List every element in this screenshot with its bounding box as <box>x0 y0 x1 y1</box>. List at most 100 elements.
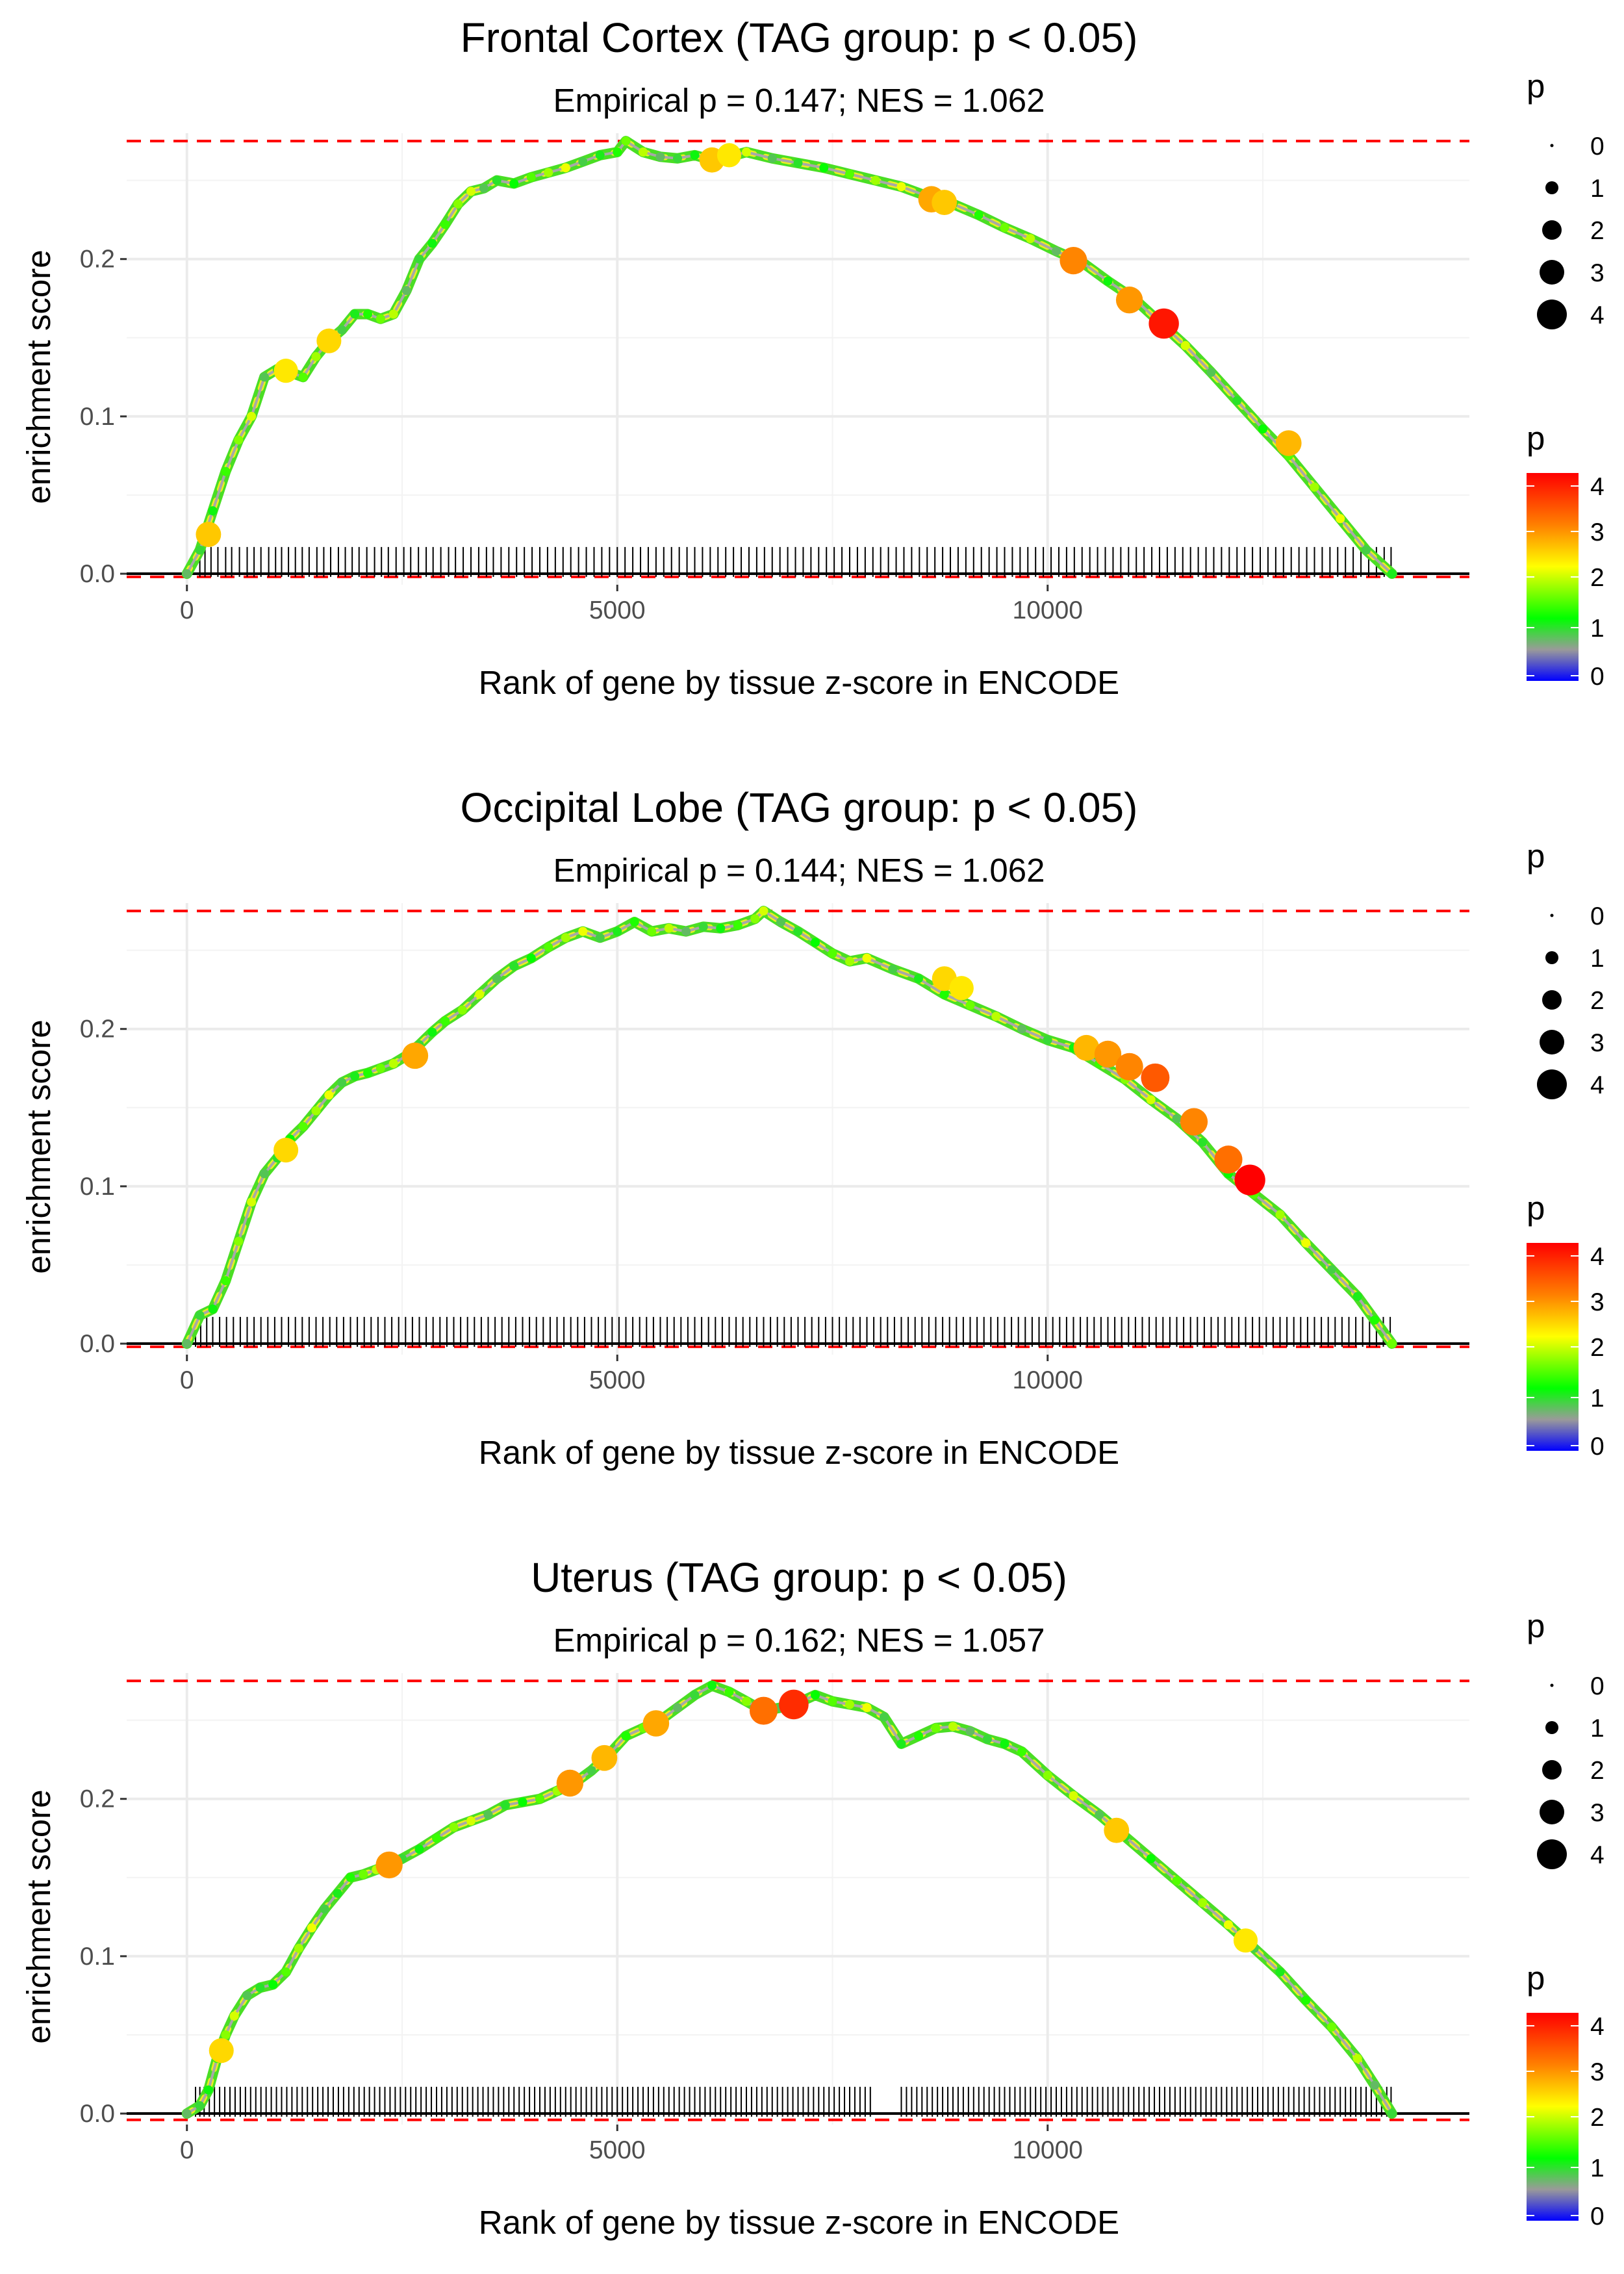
legend-colorbar <box>1527 2013 1579 2221</box>
legend-size-label-2: 2 <box>1590 987 1605 1015</box>
legend-size-dot-3 <box>1540 1030 1564 1054</box>
es-point <box>526 953 536 963</box>
es-point <box>466 1816 476 1826</box>
legend-color-label-0: 0 <box>1590 1433 1605 1461</box>
es-point <box>363 309 372 319</box>
es-point <box>234 435 244 445</box>
es-point <box>298 1121 308 1131</box>
highlight-point <box>1233 1928 1258 1953</box>
es-point <box>1327 1265 1336 1275</box>
highlight-point <box>1141 1063 1170 1092</box>
es-curve-line <box>186 1684 1393 2115</box>
es-point <box>479 183 488 193</box>
es-point <box>518 1797 527 1807</box>
es-point <box>742 147 751 157</box>
x-tick-label: 5000 <box>589 596 646 624</box>
es-point <box>182 1339 192 1349</box>
legend-size-dot-3 <box>1540 1800 1564 1824</box>
legend-size-dot-0 <box>1550 144 1554 147</box>
es-point <box>1017 1747 1026 1757</box>
x-tick-label: 0 <box>180 1366 194 1394</box>
legend-size-label-0: 0 <box>1590 1672 1605 1700</box>
highlight-point <box>1234 1164 1265 1195</box>
es-point <box>1370 1315 1380 1325</box>
es-point <box>639 147 648 157</box>
es-point <box>948 1722 958 1731</box>
es-point <box>182 2109 192 2119</box>
es-point <box>1095 1809 1104 1819</box>
legend-size-label-4: 4 <box>1590 301 1605 329</box>
es-point <box>182 569 192 579</box>
es-point <box>896 1739 906 1748</box>
es-point <box>811 1690 820 1700</box>
es-point <box>234 1236 244 1246</box>
es-point <box>991 1012 1001 1021</box>
panel-uterus: Uterus (TAG group: p < 0.05) Empirical p… <box>20 1554 1605 2241</box>
es-point <box>1206 368 1216 377</box>
es-point <box>307 1923 316 1933</box>
es-point <box>647 926 657 936</box>
es-point <box>544 942 553 952</box>
es-point <box>1069 1791 1078 1800</box>
y-tick-label: 0.0 <box>80 560 115 588</box>
y-tick-label: 0.1 <box>80 1943 115 1971</box>
es-point <box>440 1016 450 1026</box>
highlight-point <box>717 143 742 168</box>
es-point <box>535 1794 544 1804</box>
highlight-point <box>196 522 222 547</box>
legend-size-title: p <box>1527 68 1545 105</box>
es-point <box>457 1005 467 1015</box>
legend-size-dot-4 <box>1537 300 1567 329</box>
es-point <box>664 923 674 933</box>
es-point <box>759 906 768 916</box>
es-point <box>501 1800 510 1810</box>
legend-size-dot-1 <box>1545 1721 1558 1734</box>
es-point <box>1026 234 1035 244</box>
es-point <box>1043 1770 1052 1780</box>
es-curve-halo <box>181 906 1397 1349</box>
es-point <box>526 172 536 182</box>
legend-size-label-1: 1 <box>1590 175 1605 203</box>
es-point <box>1275 1210 1285 1220</box>
x-tick-label: 10000 <box>1013 2136 1083 2164</box>
x-tick-label: 5000 <box>589 1366 646 1394</box>
es-point <box>475 990 485 999</box>
es-curve-highlight <box>184 138 1395 577</box>
es-point <box>466 186 476 196</box>
es-point <box>595 150 605 160</box>
x-axis-title: Rank of gene by tissue z-score in ENCODE <box>479 2204 1119 2241</box>
es-point <box>1362 545 1371 555</box>
legend-size-label-0: 0 <box>1590 133 1605 160</box>
es-point <box>375 1064 385 1073</box>
es-point <box>561 163 570 173</box>
es-point <box>828 1696 837 1706</box>
legend-size-label-3: 3 <box>1590 1799 1605 1827</box>
es-point <box>681 926 691 936</box>
highlight-point <box>1180 1108 1208 1136</box>
highlight-point <box>779 1689 809 1720</box>
legend-size-label-4: 4 <box>1590 1071 1605 1099</box>
es-point <box>1310 482 1319 492</box>
legend-color-label-2: 2 <box>1590 564 1605 592</box>
legend-size-dot-0 <box>1550 1683 1554 1687</box>
es-point <box>1258 424 1267 434</box>
panel-occipital-lobe: Occipital Lobe (TAG group: p < 0.05) Emp… <box>20 784 1605 1471</box>
es-point <box>862 1703 872 1713</box>
es-point <box>845 956 854 966</box>
highlight-point <box>591 1744 618 1771</box>
y-tick-label: 0.1 <box>80 403 115 431</box>
highlight-point <box>1148 308 1179 339</box>
es-point <box>1301 1238 1311 1248</box>
es-point <box>432 1833 441 1843</box>
es-point <box>350 1071 360 1081</box>
es-curve-highlight <box>184 1682 1395 2117</box>
es-point <box>931 1723 941 1733</box>
legend-size-dot-1 <box>1545 181 1558 194</box>
es-point <box>1198 1138 1208 1147</box>
highlight-point <box>932 190 958 215</box>
plot-area: 0 5000 10000 0.0 0.1 0.2 <box>80 133 1469 624</box>
es-point <box>195 2101 205 2110</box>
es-point <box>298 372 308 382</box>
es-point <box>621 1731 631 1741</box>
es-point <box>880 1712 889 1722</box>
